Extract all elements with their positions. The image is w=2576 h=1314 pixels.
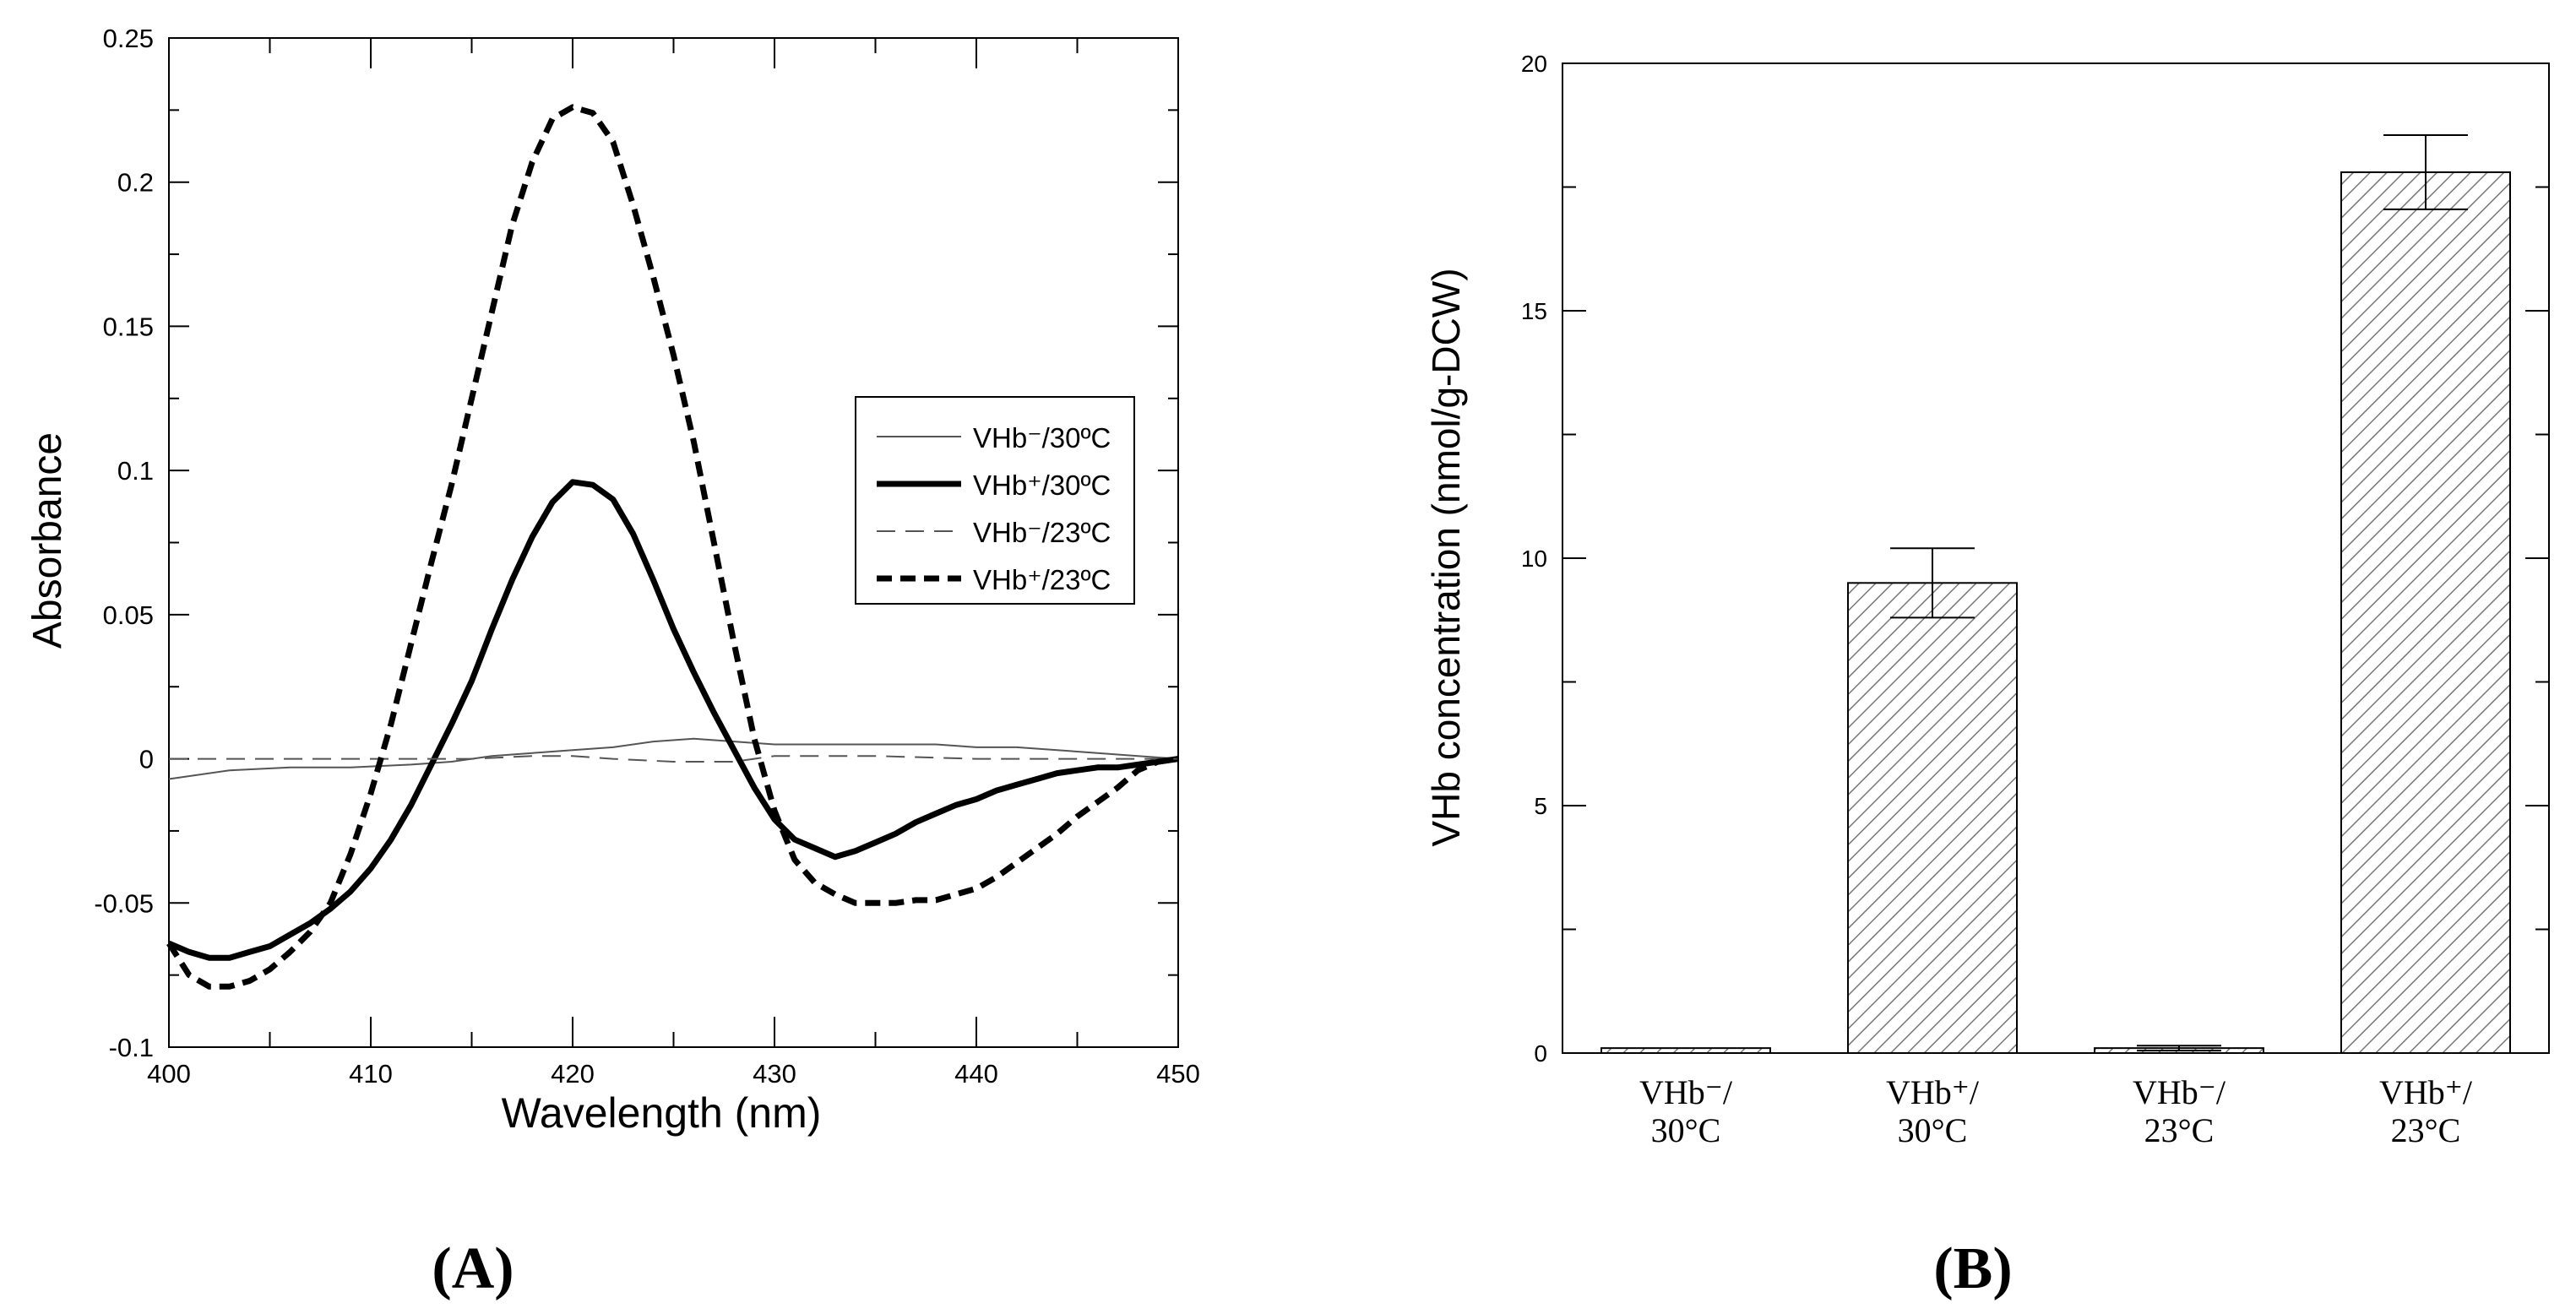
panel-a-series-lines [166, 104, 1179, 990]
panel-a-x-axis-label: Wavelength (nm) [502, 1089, 822, 1137]
legend-label-vhb-minus-30: VHb⁻/30ºC [973, 422, 1111, 453]
panel-a-legend: VHb⁻/30ºC VHb⁺/30ºC VHb⁻/23ºC VHb⁺/23ºC [855, 396, 1135, 605]
y-tick-label: 5 [1534, 793, 1547, 819]
legend-label-vhb-plus-23: VHb⁺/23ºC [973, 564, 1111, 595]
y-tick-label: 0 [1534, 1040, 1547, 1067]
category-label-top-0: VHb⁻/ [1639, 1073, 1733, 1111]
series-line-2 [169, 755, 1178, 763]
panel-b-label: (B) [1933, 1236, 2012, 1301]
panel-a-y-tick-labels: -0.1 -0.05 0 0.05 0.1 0.15 0.2 0.25 [94, 24, 154, 1062]
category-label-bottom-3: 23°C [2391, 1111, 2461, 1149]
category-label-bottom-2: 23°C [2144, 1111, 2215, 1149]
x-tick-label: 440 [954, 1059, 998, 1089]
bar-0 [1600, 1047, 1771, 1055]
y-tick-label: 0.15 [103, 312, 154, 341]
panel-b-ticks [1562, 62, 2549, 1054]
y-tick-label: 15 [1521, 298, 1547, 324]
series-line-1 [167, 479, 1179, 961]
series-line-3 [166, 104, 1179, 990]
x-tick-label: 420 [551, 1059, 595, 1089]
legend-label-vhb-plus-30: VHb⁺/30ºC [973, 470, 1111, 501]
y-tick-label: 0.05 [103, 600, 154, 630]
category-label-top-1: VHb⁺/ [1886, 1073, 1980, 1111]
y-tick-label: 0.2 [117, 168, 154, 198]
y-tick-label: 20 [1521, 51, 1547, 77]
x-tick-label: 410 [349, 1059, 393, 1089]
panel-b-error-bars [1890, 133, 2468, 1052]
panel-b-y-tick-labels: 0 5 10 15 20 [1521, 51, 1547, 1067]
panel-b-bars [1600, 171, 2511, 1055]
panel-a-y-axis-label: Absorbance [25, 432, 70, 649]
panel-a-x-tick-labels: 400 410 420 430 440 450 [147, 1059, 1200, 1089]
y-tick-label: -0.05 [94, 888, 154, 918]
y-tick-label: 0.25 [103, 24, 154, 53]
y-tick-label: 0.1 [117, 456, 154, 486]
panel-a-chart: -0.1 -0.05 0 0.05 0.1 0.15 0.2 0.25 400 410 420 43… [25, 24, 1200, 1301]
x-tick-label: 450 [1156, 1059, 1200, 1089]
category-label-bottom-1: 30°C [1898, 1111, 1968, 1149]
series-line-0 [168, 737, 1179, 780]
panel-b-y-axis-label: VHb concentration (nmol/g-DCW) [1424, 268, 1468, 846]
y-tick-label: 0 [139, 745, 154, 774]
legend-label-vhb-minus-23: VHb⁻/23ºC [973, 517, 1111, 548]
bar-1 [1847, 582, 2018, 1054]
panel-a-ticks [168, 37, 1179, 1048]
legend-box [855, 396, 1135, 605]
bar-3 [2340, 171, 2511, 1054]
category-label-bottom-0: 30°C [1651, 1111, 1721, 1149]
category-label-top-2: VHb⁻/ [2133, 1073, 2226, 1111]
y-tick-label: -0.1 [109, 1033, 154, 1062]
x-tick-label: 400 [147, 1059, 191, 1089]
panel-a-label: (A) [432, 1236, 514, 1301]
x-tick-label: 430 [753, 1059, 796, 1089]
category-label-top-3: VHb⁺/ [2379, 1073, 2473, 1111]
y-tick-label: 10 [1521, 546, 1547, 572]
